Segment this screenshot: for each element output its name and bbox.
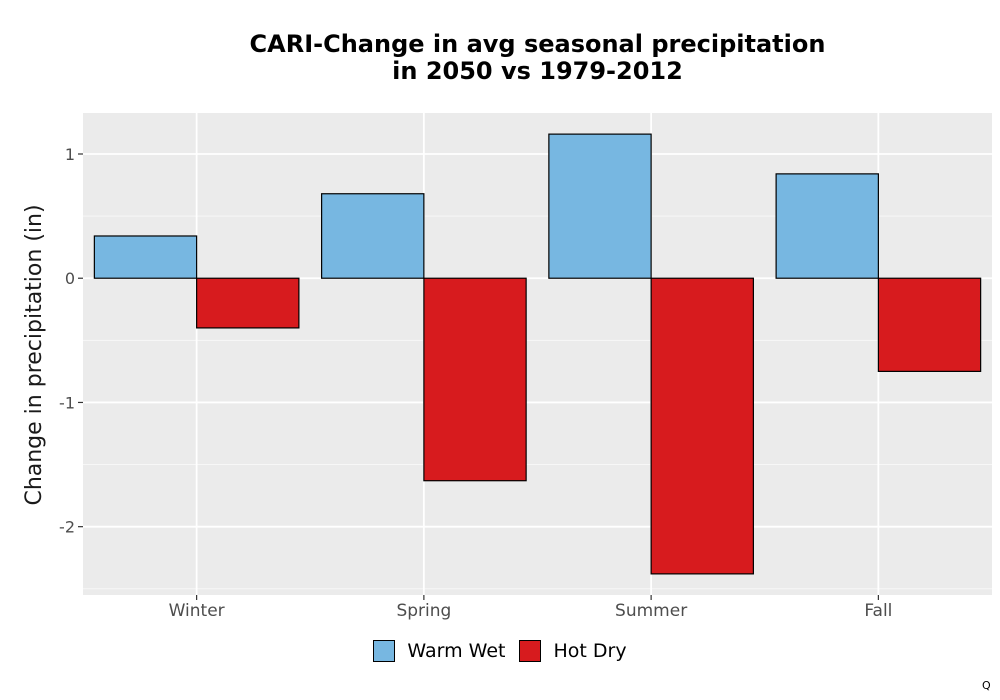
chart-title: CARI-Change in avg seasonal precipitatio…	[83, 31, 992, 85]
legend-item-hot-dry: Hot Dry	[519, 640, 627, 662]
legend: Warm Wet Hot Dry	[0, 640, 1000, 662]
bar-winter-warm-wet	[93, 235, 198, 279]
bar-spring-hot-dry	[423, 277, 527, 482]
chart-title-line-1: CARI-Change in avg seasonal precipitatio…	[249, 30, 826, 58]
x-axis: Winter Spring Summer Fall	[169, 595, 892, 621]
chart-title-line-2: in 2050 vs 1979-2012	[392, 57, 683, 85]
y-axis-label: Change in precipitation (in)	[22, 204, 47, 505]
corner-mark: Q	[982, 679, 991, 692]
legend-swatch-hot-dry	[519, 640, 542, 662]
x-tick-label-fall: Fall	[864, 601, 892, 621]
y-tick-label: 1	[65, 145, 75, 164]
legend-label-warm-wet: Warm Wet	[407, 640, 506, 662]
bar-spring-warm-wet	[321, 193, 425, 279]
x-tick-label-summer: Summer	[615, 601, 687, 621]
bar-summer-warm-wet	[548, 133, 652, 279]
legend-item-warm-wet: Warm Wet	[373, 640, 505, 662]
y-tick-label: -1	[59, 393, 75, 412]
gridlines	[83, 113, 992, 595]
bars	[93, 133, 982, 575]
bar-fall-hot-dry	[877, 277, 982, 372]
x-tick-label-spring: Spring	[396, 601, 451, 621]
y-tick-label: -2	[59, 518, 75, 537]
bar-winter-hot-dry	[196, 277, 300, 329]
bar-summer-hot-dry	[650, 277, 754, 575]
bar-fall-warm-wet	[775, 173, 879, 279]
legend-swatch-warm-wet	[373, 640, 396, 662]
y-tick-label: 0	[65, 269, 75, 288]
legend-label-hot-dry: Hot Dry	[553, 640, 627, 662]
y-axis: 1 0 -1 -2	[59, 145, 83, 537]
x-tick-label-winter: Winter	[169, 601, 225, 621]
